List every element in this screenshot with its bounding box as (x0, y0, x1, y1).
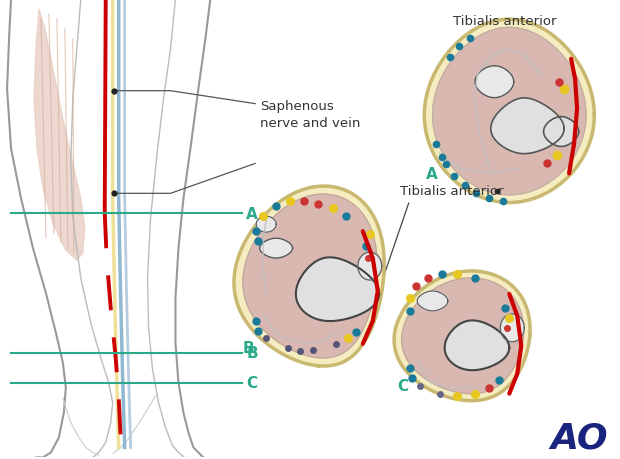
Polygon shape (433, 28, 586, 196)
Text: B: B (246, 346, 258, 360)
Polygon shape (402, 278, 524, 394)
Polygon shape (445, 321, 509, 370)
Polygon shape (296, 258, 379, 321)
Text: C: C (246, 375, 257, 390)
Polygon shape (424, 20, 595, 203)
Text: Tibialis anterior: Tibialis anterior (400, 185, 503, 197)
Text: AO: AO (550, 420, 608, 454)
Polygon shape (358, 252, 382, 280)
Polygon shape (243, 195, 377, 358)
Text: Saphenous
nerve and vein: Saphenous nerve and vein (260, 100, 361, 129)
Text: B: B (242, 341, 254, 356)
Polygon shape (475, 67, 514, 98)
Text: A: A (426, 167, 438, 181)
Polygon shape (491, 99, 564, 154)
Polygon shape (500, 314, 525, 342)
Polygon shape (417, 291, 448, 311)
Text: A: A (246, 206, 258, 221)
Text: Tibialis anterior: Tibialis anterior (453, 16, 556, 28)
Polygon shape (394, 271, 530, 401)
Polygon shape (256, 217, 276, 233)
Polygon shape (544, 118, 578, 147)
Polygon shape (260, 239, 293, 258)
Polygon shape (234, 187, 384, 366)
Polygon shape (433, 28, 586, 196)
Polygon shape (34, 10, 85, 261)
Text: C: C (397, 378, 408, 393)
